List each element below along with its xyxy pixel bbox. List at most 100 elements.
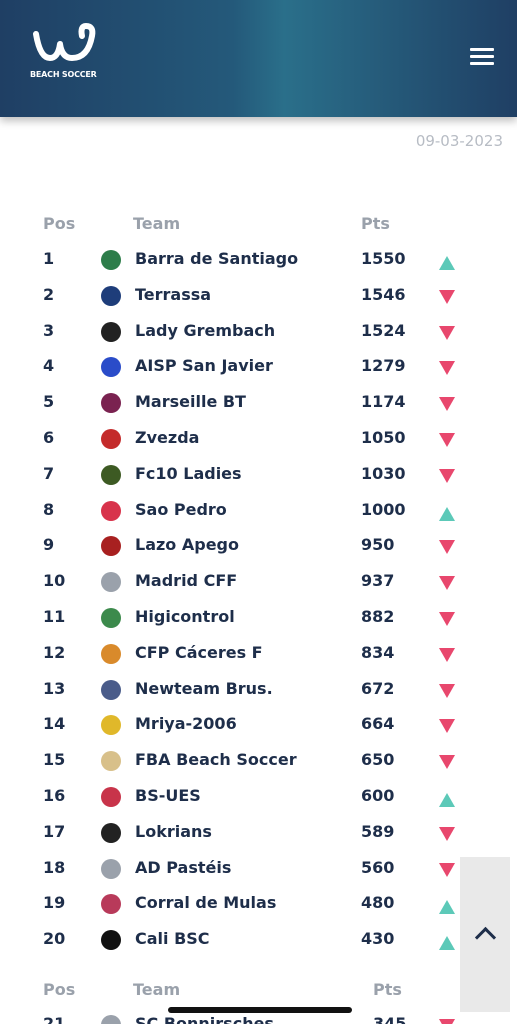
row-team: Madrid CFF xyxy=(135,571,238,591)
table-row[interactable]: 16 BS-UES 600 xyxy=(0,779,517,815)
team-crest-icon xyxy=(101,608,121,628)
table-row[interactable]: 14 Mriya-2006 664 xyxy=(0,707,517,743)
trend-up-icon xyxy=(439,900,455,915)
row-pos: 21 xyxy=(43,1014,66,1024)
header-team: Team xyxy=(133,980,181,999)
team-crest-icon xyxy=(101,751,121,772)
home-indicator xyxy=(168,1007,352,1013)
header-pos: Pos xyxy=(43,980,76,999)
table-row[interactable]: 19 Corral de Mulas 480 xyxy=(0,886,517,922)
row-pts: 480 xyxy=(361,893,395,913)
trend-up-icon xyxy=(439,793,455,807)
row-pts: 834 xyxy=(361,642,395,662)
hamburger-menu-icon[interactable] xyxy=(470,48,494,66)
table-row[interactable]: 3 Lady Grembach 1524 xyxy=(0,314,517,350)
table-row[interactable]: 13 Newteam Brus. 672 xyxy=(0,672,517,708)
table-row[interactable]: 11 Higicontrol 882 xyxy=(0,600,517,636)
row-pts: 589 xyxy=(361,821,395,841)
row-pts: 1050 xyxy=(361,428,406,447)
row-team: Zvezda xyxy=(135,428,200,447)
row-pts: 560 xyxy=(361,857,395,877)
logo-w-icon xyxy=(33,23,96,61)
team-crest-icon xyxy=(101,357,121,378)
row-pts: 950 xyxy=(361,535,395,555)
row-pts: 882 xyxy=(361,607,395,626)
row-pts: 430 xyxy=(361,929,395,949)
team-crest-icon xyxy=(101,285,121,306)
row-team: Newteam Brus. xyxy=(135,678,273,698)
row-pos: 11 xyxy=(43,607,66,626)
table-row-partial[interactable]: 21 SC Bonnirsches 345 xyxy=(0,1007,517,1024)
trend-down-icon xyxy=(439,468,455,483)
row-team: Fc10 Ladies xyxy=(135,463,242,483)
trend-down-icon xyxy=(439,862,455,877)
team-crest-icon xyxy=(101,250,121,270)
beach-soccer-logo[interactable]: BEACH SOCCER xyxy=(30,22,102,84)
team-crest-icon xyxy=(101,429,121,449)
app-header: BEACH SOCCER xyxy=(0,0,517,117)
row-pos: 12 xyxy=(43,642,66,662)
header-pts: Pts xyxy=(373,980,402,999)
row-pos: 2 xyxy=(43,284,55,304)
row-team: FBA Beach Soccer xyxy=(135,750,297,770)
header-pos: Pos xyxy=(43,214,76,233)
row-team: Lazo Apego xyxy=(135,535,239,555)
row-team: Barra de Santiago xyxy=(135,249,299,268)
table-row[interactable]: 17 Lokrians 589 xyxy=(0,815,517,851)
table-row[interactable]: 9 Lazo Apego 950 xyxy=(0,528,517,564)
row-team: AD Pastéis xyxy=(135,857,232,877)
table-row[interactable]: 4 AISP San Javier 1279 xyxy=(0,349,517,385)
row-pos: 10 xyxy=(43,571,66,591)
trend-up-icon xyxy=(439,506,455,521)
row-pts: 937 xyxy=(361,571,395,591)
trend-up-icon xyxy=(439,936,455,951)
table-row[interactable]: 7 Fc10 Ladies 1030 xyxy=(0,457,517,493)
trend-down-icon xyxy=(439,647,455,662)
row-pos: 4 xyxy=(43,356,55,376)
trend-down-icon xyxy=(439,612,455,626)
row-pos: 6 xyxy=(43,428,55,447)
table-row[interactable]: 10 Madrid CFF 937 xyxy=(0,564,517,600)
row-team: BS-UES xyxy=(135,786,201,805)
trend-down-icon xyxy=(439,719,455,734)
trend-up-icon xyxy=(439,256,455,270)
row-team: Cali BSC xyxy=(135,929,210,949)
table-row[interactable]: 18 AD Pastéis 560 xyxy=(0,851,517,887)
table-row[interactable]: 1 Barra de Santiago 1550 xyxy=(0,242,517,278)
row-pos: 18 xyxy=(43,857,66,877)
trend-down-icon xyxy=(439,576,455,591)
trend-down-icon xyxy=(439,361,455,376)
table-row[interactable]: 12 CFP Cáceres F 834 xyxy=(0,636,517,672)
trend-down-icon xyxy=(439,325,455,340)
trend-down-icon xyxy=(439,540,455,555)
row-pos: 14 xyxy=(43,714,66,734)
team-crest-icon xyxy=(101,464,121,485)
trend-down-icon xyxy=(439,1019,455,1024)
row-pts: 345 xyxy=(373,1014,407,1024)
table-row[interactable]: 2 Terrassa 1546 xyxy=(0,278,517,314)
table-row[interactable]: 6 Zvezda 1050 xyxy=(0,421,517,457)
scroll-to-top-button[interactable] xyxy=(460,857,510,1012)
table-row[interactable]: 8 Sao Pedro 1000 xyxy=(0,493,517,529)
team-crest-icon xyxy=(101,858,121,879)
row-pts: 1279 xyxy=(361,356,406,376)
table-row[interactable]: 5 Marseille BT 1174 xyxy=(0,385,517,421)
row-pos: 3 xyxy=(43,320,55,340)
team-crest-icon xyxy=(101,572,121,593)
trend-down-icon xyxy=(439,397,455,412)
chevron-up-icon xyxy=(474,926,497,949)
table-row[interactable]: 20 Cali BSC 430 xyxy=(0,922,517,958)
row-pos: 19 xyxy=(43,893,66,913)
team-crest-icon xyxy=(101,930,121,951)
row-pos: 8 xyxy=(43,499,55,519)
row-pts: 664 xyxy=(361,714,395,734)
team-crest-icon xyxy=(101,393,121,414)
row-team: Mriya-2006 xyxy=(135,714,237,734)
table-row[interactable]: 15 FBA Beach Soccer 650 xyxy=(0,743,517,779)
row-pos: 7 xyxy=(43,463,55,483)
trend-down-icon xyxy=(439,433,455,447)
trend-down-icon xyxy=(439,289,455,304)
row-pos: 9 xyxy=(43,535,55,555)
row-pos: 15 xyxy=(43,750,66,770)
row-pts: 1550 xyxy=(361,249,406,268)
